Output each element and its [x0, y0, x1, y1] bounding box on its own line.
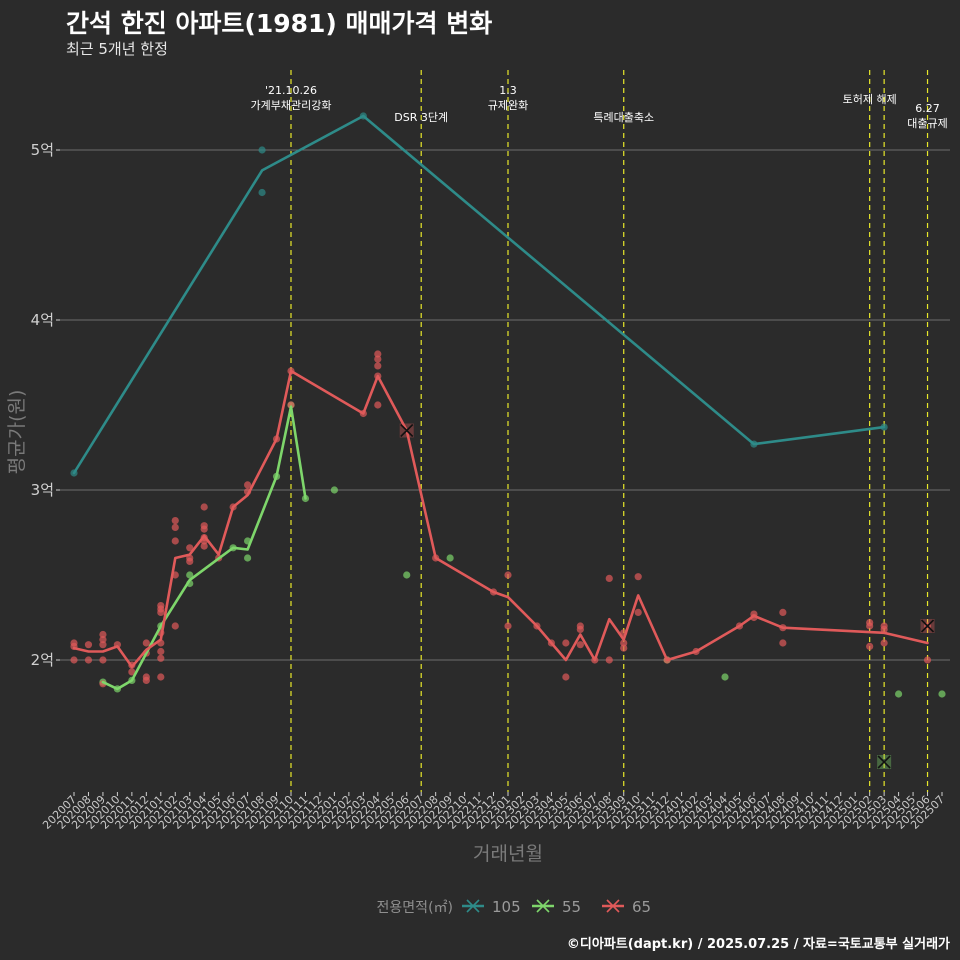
data-point-65 — [374, 401, 382, 409]
data-point-65 — [779, 639, 787, 647]
data-point-65 — [186, 544, 194, 552]
data-point-105 — [258, 146, 266, 154]
event-label: 가계부채관리강화 — [251, 99, 332, 112]
event-label: 특례대출축소 — [593, 111, 654, 124]
data-point-65 — [244, 481, 252, 489]
legend-label-65: 65 — [632, 898, 651, 916]
cross-marker-65 — [400, 423, 414, 438]
data-point-65 — [866, 622, 874, 630]
data-point-65 — [866, 642, 874, 651]
legend-title: 전용면적(㎡) — [377, 900, 453, 916]
data-point-65 — [171, 517, 179, 525]
data-point-55 — [244, 554, 252, 562]
data-point-65 — [157, 647, 165, 656]
event-label: '21.10.26 — [265, 84, 317, 97]
data-point-65 — [605, 656, 613, 664]
data-point-65 — [605, 574, 613, 583]
data-point-65 — [504, 622, 512, 630]
data-point-65 — [171, 537, 179, 545]
data-point-65 — [779, 608, 787, 617]
data-point-65 — [880, 639, 888, 647]
series-line-65 — [72, 369, 929, 669]
data-point-65 — [287, 401, 295, 409]
data-point-65 — [634, 573, 642, 581]
data-point-55 — [403, 571, 411, 579]
data-point-65 — [200, 525, 208, 533]
data-point-55 — [446, 554, 454, 562]
data-point-65 — [84, 641, 93, 649]
data-point-65 — [99, 636, 107, 644]
data-point-65 — [634, 608, 642, 617]
event-label: 토허제 해제 — [843, 92, 897, 106]
data-point-65 — [374, 350, 382, 358]
data-point-65 — [99, 630, 107, 639]
event-label: 규제완화 — [488, 99, 528, 112]
data-point-65 — [99, 656, 107, 664]
data-point-65 — [576, 641, 584, 649]
data-point-65 — [128, 668, 136, 676]
legend-key-cross-65 — [606, 899, 620, 913]
data-point-65 — [880, 625, 888, 634]
chart-title: 간석 한진 아파트(1981) 매매가격 변화 — [66, 9, 493, 38]
y-tick-label: 4억 — [31, 311, 54, 329]
data-point-65 — [620, 639, 628, 647]
data-point-65 — [157, 608, 165, 617]
data-point-55 — [721, 673, 729, 681]
y-tick-label: 5억 — [31, 141, 54, 159]
data-point-55 — [895, 690, 903, 698]
event-label: 6.27 — [915, 102, 940, 115]
y-axis-title: 평균가(원) — [6, 390, 28, 475]
legend-key-cross-105 — [466, 899, 480, 913]
event-label: 1.3 — [499, 84, 517, 97]
data-point-55 — [186, 571, 194, 579]
data-point-65 — [504, 571, 512, 579]
chart-subtitle: 최근 5개년 한정 — [66, 40, 168, 58]
data-point-55 — [330, 486, 338, 494]
data-point-65 — [99, 641, 107, 649]
chart-caption: ©디아파트(dapt.kr) / 2025.07.25 / 자료=국토교통부 실… — [566, 937, 950, 952]
event-label: DSR 3단계 — [394, 111, 448, 124]
data-point-65 — [171, 622, 179, 630]
data-point-65 — [200, 503, 208, 511]
data-point-65 — [171, 523, 179, 532]
cross-marker-65 — [920, 619, 935, 633]
event-label: 대출규제 — [907, 117, 947, 130]
series-line-55 — [101, 405, 307, 691]
data-point-65 — [157, 654, 165, 662]
cross-marker-55 — [877, 755, 891, 769]
x-axis-title: 거래년월 — [473, 843, 543, 865]
data-point-65 — [374, 362, 382, 370]
legend-key-cross-55 — [536, 899, 550, 913]
data-point-55 — [938, 690, 946, 698]
data-point-105 — [258, 188, 266, 197]
data-point-65 — [576, 625, 584, 634]
data-point-65 — [84, 656, 93, 664]
data-point-65 — [562, 639, 570, 647]
data-point-65 — [70, 656, 78, 664]
data-point-65 — [562, 673, 570, 681]
data-point-65 — [142, 639, 150, 647]
legend-label-55: 55 — [562, 898, 581, 916]
data-point-65 — [374, 355, 382, 363]
series-line-105 — [72, 114, 886, 475]
legend-label-105: 105 — [492, 898, 521, 916]
data-point-65 — [200, 542, 208, 550]
data-point-65 — [186, 557, 194, 566]
data-point-65 — [142, 676, 150, 685]
data-point-65 — [620, 644, 628, 652]
y-tick-label: 3억 — [31, 481, 54, 499]
y-tick-label: 2억 — [31, 651, 54, 669]
data-point-65 — [157, 673, 165, 681]
data-point-65 — [923, 656, 932, 664]
